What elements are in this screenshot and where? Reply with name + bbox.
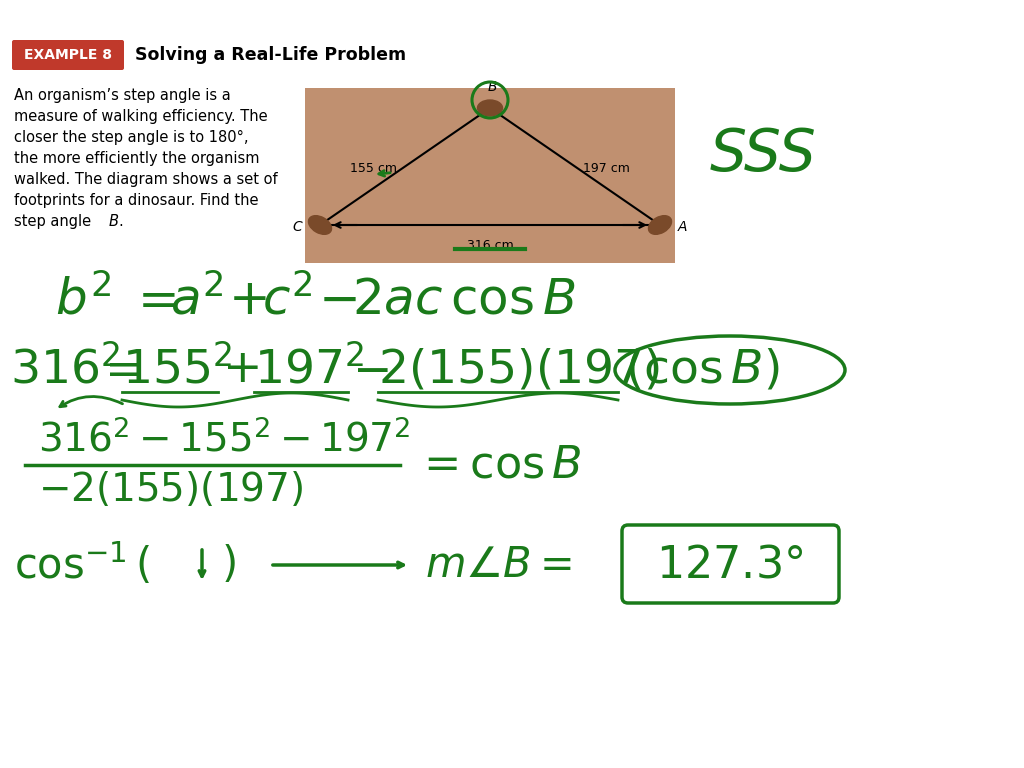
Ellipse shape: [477, 100, 503, 116]
Text: $316^2 - 155^2 - 197^2$: $316^2 - 155^2 - 197^2$: [38, 420, 411, 460]
Text: SSS: SSS: [710, 127, 817, 184]
Ellipse shape: [648, 216, 672, 234]
Text: $2(155)(197)$: $2(155)(197)$: [378, 347, 660, 392]
Text: $\,)$: $\,)$: [215, 544, 237, 586]
Text: EXAMPLE 8: EXAMPLE 8: [24, 48, 112, 62]
Text: $c^2$: $c^2$: [262, 276, 312, 325]
Text: .: .: [118, 214, 123, 229]
Text: $= \cos B$: $= \cos B$: [415, 443, 582, 486]
Text: A: A: [678, 220, 687, 234]
Text: $+$: $+$: [222, 347, 259, 392]
Text: $=$: $=$: [95, 347, 141, 392]
FancyBboxPatch shape: [622, 525, 839, 603]
Text: $=$: $=$: [128, 276, 176, 324]
Text: footprints for a dinosaur. Find the: footprints for a dinosaur. Find the: [14, 193, 258, 208]
Text: 197 cm: 197 cm: [583, 162, 630, 175]
Text: $127.3°$: $127.3°$: [656, 544, 804, 587]
Bar: [305, 88, 675, 263]
Text: the more efficiently the organism: the more efficiently the organism: [14, 151, 259, 166]
Text: $+$: $+$: [228, 276, 266, 324]
FancyBboxPatch shape: [12, 40, 124, 70]
Text: 155 cm: 155 cm: [350, 162, 397, 175]
Text: closer the step angle is to 180°,: closer the step angle is to 180°,: [14, 130, 249, 145]
Text: B: B: [109, 214, 119, 229]
Text: $-2(155)(197)$: $-2(155)(197)$: [38, 471, 303, 509]
Text: $2ac\,\cos B$: $2ac\,\cos B$: [352, 276, 575, 324]
Text: $a^2$: $a^2$: [170, 276, 224, 325]
Text: $m\angle B =$: $m\angle B =$: [425, 544, 572, 586]
Text: $(\cos B)$: $(\cos B)$: [625, 347, 779, 392]
Text: $197^2$: $197^2$: [254, 346, 365, 393]
Text: An organism’s step angle is a: An organism’s step angle is a: [14, 88, 230, 103]
Text: step angle: step angle: [14, 214, 96, 229]
Text: $\cos^{-1}($: $\cos^{-1}($: [14, 541, 151, 588]
Text: 316 cm: 316 cm: [467, 239, 513, 252]
Text: $-$: $-$: [352, 347, 388, 392]
Text: $-$: $-$: [318, 276, 356, 324]
Text: Solving a Real-Life Problem: Solving a Real-Life Problem: [135, 46, 407, 64]
Text: $155^2$: $155^2$: [122, 346, 232, 393]
Text: $b^2$: $b^2$: [55, 276, 112, 325]
Text: measure of walking efficiency. The: measure of walking efficiency. The: [14, 109, 267, 124]
Text: $316^2$: $316^2$: [10, 346, 120, 393]
Text: walked. The diagram shows a set of: walked. The diagram shows a set of: [14, 172, 278, 187]
Text: C: C: [292, 220, 302, 234]
Ellipse shape: [308, 216, 332, 234]
Text: B: B: [487, 80, 497, 94]
